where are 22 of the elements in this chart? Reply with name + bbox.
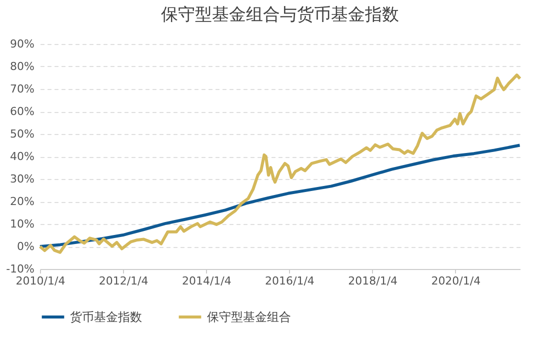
x-tick-label: 2016/1/4 [265, 274, 314, 288]
x-tick-label: 2014/1/4 [182, 274, 232, 288]
y-tick-label: -10% [6, 262, 34, 276]
y-tick-label: 80% [10, 60, 34, 73]
y-tick-label: 70% [10, 82, 34, 96]
line-series [38, 74, 522, 254]
y-tick-label: 0% [17, 240, 34, 253]
y-tick-label: 30% [10, 172, 34, 186]
y-tick-label: 20% [10, 195, 34, 208]
y-tick-label: 60% [10, 105, 34, 118]
y-tick-label: 90% [10, 38, 34, 50]
legend-label: 货币基金指数 [70, 310, 142, 324]
y-tick-label: 50% [10, 128, 34, 140]
chart-title: 保守型基金组合与货币基金指数 [161, 5, 399, 25]
x-tick-label: 2010/1/4 [16, 274, 66, 288]
x-tick-label: 2012/1/4 [98, 274, 148, 288]
line-series [38, 144, 522, 248]
legend-label: 保守型基金组合 [207, 310, 291, 324]
y-tick-label: 40% [10, 150, 34, 163]
x-tick-label: 2020/1/4 [431, 274, 481, 288]
x-tick-label: 2018/1/4 [348, 274, 398, 288]
y-tick-label: 10% [10, 218, 34, 230]
